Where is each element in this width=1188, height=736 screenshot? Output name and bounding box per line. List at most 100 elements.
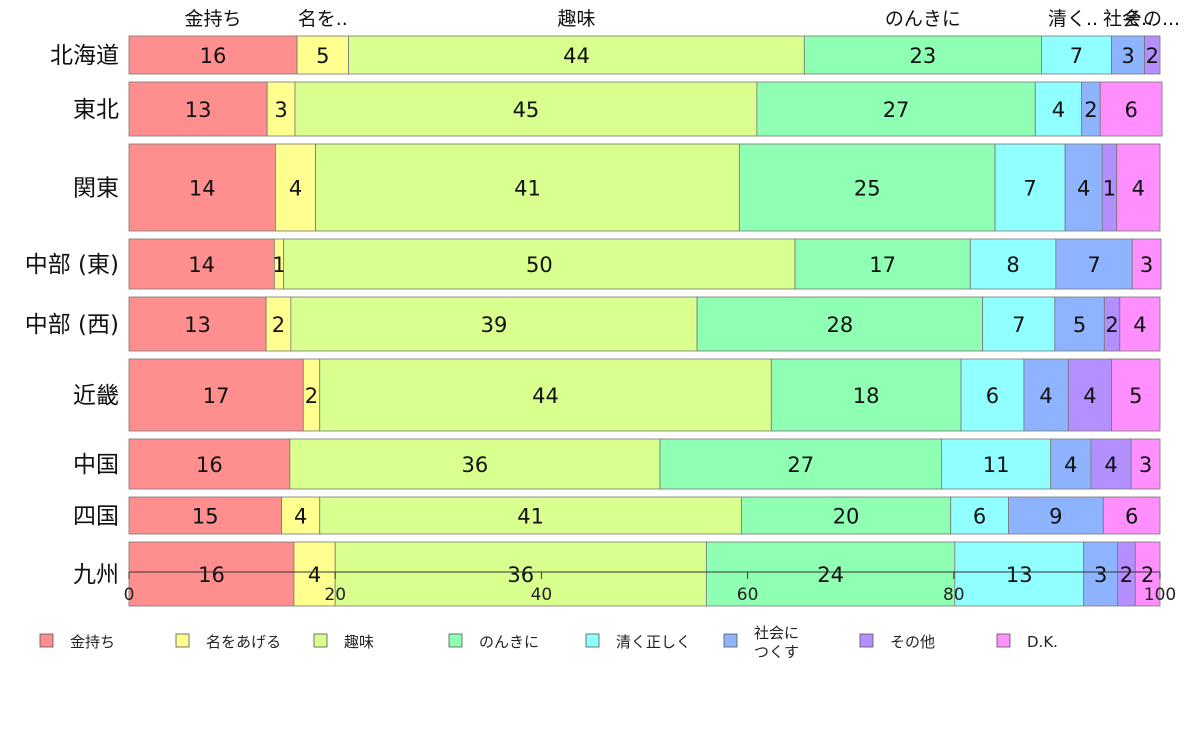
segment-value-label: 7 — [1070, 44, 1083, 68]
segment-value-label: 4 — [1132, 177, 1145, 201]
segment-value-label: 27 — [787, 453, 814, 477]
legend-swatch — [996, 633, 1011, 648]
segment-value-label: 1 — [272, 253, 285, 277]
legend-label: 趣味 — [344, 633, 374, 651]
segment-value-label: 23 — [910, 44, 937, 68]
bar-row-7: 四国 15 4 41 20 6 9 6 — [73, 496, 1161, 535]
segment-value-label: 41 — [514, 177, 541, 201]
bar-segment — [1023, 358, 1069, 432]
bar-segment — [1008, 496, 1104, 535]
bar-segment — [290, 296, 698, 352]
top-category-labels: 金持ち 名を.. 趣味 のんきに 清く.. 社会..その... — [185, 8, 1181, 30]
region-label: 九州 — [73, 562, 119, 588]
legend-label: 清く正しく — [616, 633, 691, 651]
bar-rows: 北海道 16 5 44 23 7 3 2東北 13 3 45 27 4 2 6関東 14 4 41 25 7 4 1 4中部… — [25, 35, 1163, 607]
top-category-label: のんきに — [885, 8, 961, 30]
legend: 金持ち 名をあげる 趣味 のんきに 清く正しく 社会につくす その他 D.K. — [39, 624, 1058, 661]
segment-value-label: 4 — [1104, 453, 1117, 477]
segment-value-label: 36 — [507, 563, 534, 587]
segment-value-label: 5 — [1129, 384, 1142, 408]
legend-item: 趣味 — [313, 633, 374, 651]
bar-segment — [756, 81, 1036, 137]
segment-value-label: 3 — [1121, 44, 1134, 68]
legend-swatch — [313, 633, 328, 648]
x-tick-label: 60 — [737, 585, 759, 605]
bar-row-0: 北海道 16 5 44 23 7 3 2 — [50, 35, 1161, 75]
bar-segment — [1144, 35, 1161, 75]
x-tick-label: 20 — [324, 585, 346, 605]
bar-segment — [128, 296, 267, 352]
segment-value-label: 2 — [1084, 98, 1097, 122]
bar-segment — [659, 438, 942, 490]
legend-swatch — [723, 633, 738, 648]
bar-segment — [1130, 438, 1161, 490]
legend-swatch — [175, 633, 190, 648]
segment-value-label: 2 — [1105, 313, 1118, 337]
segment-value-label: 36 — [462, 453, 489, 477]
bar-row-6: 中国 16 36 27 11 4 4 3 — [73, 438, 1161, 490]
segment-value-label: 7 — [1023, 177, 1036, 201]
segment-value-label: 28 — [827, 313, 854, 337]
legend-item: 社会につくす — [723, 624, 799, 661]
segment-value-label: 6 — [973, 505, 986, 529]
segment-value-label: 11 — [983, 453, 1010, 477]
bar-row-3: 中部 (東) 14 1 50 17 8 7 3 — [25, 238, 1162, 290]
bar-segment — [283, 238, 796, 290]
region-label: 中部 (西) — [25, 312, 119, 338]
bar-segment — [128, 358, 304, 432]
bar-segment — [741, 496, 952, 535]
bar-segment — [950, 496, 1009, 535]
bar-segment — [293, 541, 336, 607]
bar-segment — [294, 81, 758, 137]
segment-value-label: 13 — [184, 313, 211, 337]
bar-segment — [128, 81, 268, 137]
segment-value-label: 4 — [1133, 313, 1146, 337]
bar-segment — [969, 238, 1057, 290]
bar-segment — [960, 358, 1025, 432]
bar-segment — [954, 541, 1085, 607]
bar-segment — [794, 238, 971, 290]
segment-value-label: 1 — [1103, 177, 1116, 201]
segment-value-label: 7 — [1012, 313, 1025, 337]
bar-segment — [1099, 81, 1163, 137]
bar-segment — [1134, 541, 1161, 607]
segment-value-label: 3 — [1139, 453, 1152, 477]
bar-segment — [289, 438, 661, 490]
segment-value-label: 15 — [192, 505, 219, 529]
x-axis: 0 20 40 60 80 100 — [124, 571, 1176, 605]
segment-value-label: 18 — [853, 384, 880, 408]
legend-label: 金持ち — [70, 633, 115, 651]
region-label: 関東 — [73, 176, 119, 202]
bar-row-2: 関東 14 4 41 25 7 4 1 4 — [73, 143, 1161, 232]
legend-swatch — [585, 633, 600, 648]
segment-value-label: 27 — [883, 98, 910, 122]
segment-value-label: 39 — [481, 313, 508, 337]
legend-label: のんきに — [479, 633, 539, 651]
region-label: 中部 (東) — [25, 252, 119, 278]
segment-value-label: 17 — [203, 384, 230, 408]
segment-value-label: 7 — [1087, 253, 1100, 277]
segment-value-label: 4 — [308, 563, 321, 587]
segment-value-label: 4 — [1083, 384, 1096, 408]
bar-segment — [994, 143, 1066, 232]
bar-segment — [128, 438, 291, 490]
segment-value-label: 24 — [817, 563, 844, 587]
bar-segment — [266, 81, 296, 137]
bar-segment — [128, 496, 282, 535]
segment-value-label: 5 — [316, 44, 329, 68]
bar-segment — [982, 296, 1056, 352]
legend-item: 名をあげる — [175, 633, 281, 651]
bar-segment — [315, 143, 740, 232]
bar-segment — [1116, 143, 1161, 232]
legend-label: D.K. — [1027, 633, 1058, 651]
segment-value-label: 16 — [200, 44, 227, 68]
bar-segment — [1055, 238, 1133, 290]
segment-value-label: 44 — [563, 44, 590, 68]
legend-item: その他 — [859, 633, 935, 651]
segment-value-label: 4 — [1052, 98, 1065, 122]
segment-value-label: 6 — [1125, 505, 1138, 529]
legend-item: 清く正しく — [585, 633, 691, 651]
bar-segment — [128, 238, 275, 290]
bar-segment — [1111, 35, 1145, 75]
